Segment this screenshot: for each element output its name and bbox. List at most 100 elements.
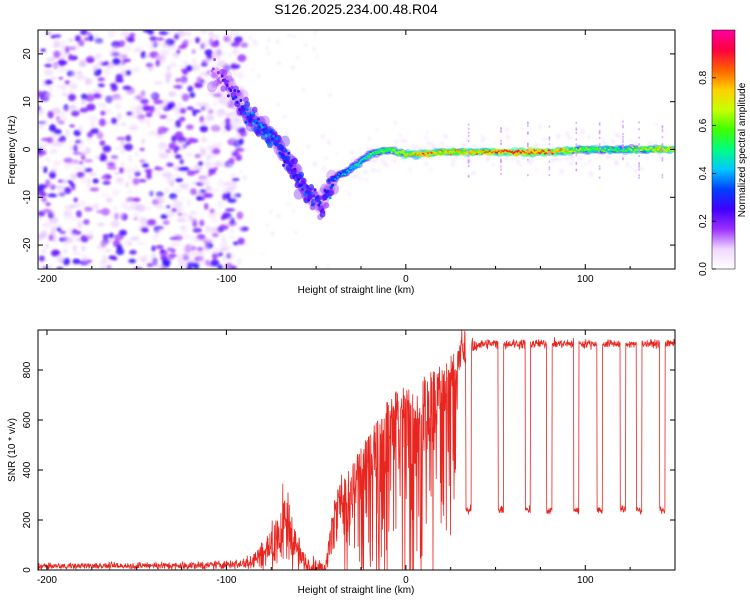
dropout-streak — [622, 157, 624, 160]
noise-blob — [194, 154, 201, 159]
noise-dot — [419, 147, 425, 151]
x-tick-label: 0 — [403, 575, 409, 586]
noise-blob — [207, 153, 217, 160]
noise-blob — [199, 119, 210, 126]
noise-blob — [155, 134, 165, 139]
noise-blob — [122, 58, 131, 63]
dropout-streak — [661, 128, 664, 131]
ridge-cell — [413, 152, 416, 154]
colorbar-gradient — [712, 30, 735, 269]
dropout-streak — [622, 135, 624, 138]
noise-dot — [375, 128, 379, 131]
noise-blob — [188, 257, 195, 264]
noise-blob — [218, 224, 229, 231]
noise-blob — [168, 91, 177, 97]
noise-blob — [236, 71, 245, 80]
dropout-streak — [548, 138, 551, 141]
ridge-cell — [629, 148, 632, 151]
ridge-cell — [280, 153, 284, 157]
ridge-cell — [625, 149, 628, 152]
noise-blob — [104, 61, 109, 65]
noise-blob — [72, 258, 81, 265]
noise-blob — [177, 167, 187, 171]
noise-blob — [199, 219, 205, 227]
ridge-cell — [608, 150, 613, 155]
noise-dot — [376, 169, 381, 173]
ridge-cell — [400, 151, 403, 154]
ridge-cell — [224, 80, 228, 84]
noise-blob — [133, 47, 142, 53]
noise-blob — [194, 191, 204, 197]
noise-blob — [92, 178, 99, 184]
ridge-cell — [216, 71, 220, 75]
noise-blob — [75, 210, 82, 218]
dropout-streak — [467, 140, 470, 143]
dropout-streak — [527, 150, 529, 153]
noise-blob — [70, 110, 80, 117]
dropout-streak — [598, 122, 601, 125]
noise-blob — [135, 204, 145, 212]
noise-dot — [571, 155, 575, 160]
noise-blob — [236, 211, 244, 220]
dropout-streak — [575, 169, 578, 172]
ridge-cell — [585, 146, 588, 149]
noise-blob — [62, 235, 69, 242]
dropout-streak — [548, 151, 551, 154]
noise-dot — [306, 145, 311, 148]
noise-blob — [172, 188, 183, 193]
ridge-cell — [278, 151, 282, 155]
ridge-cell — [244, 101, 251, 108]
noise-dot — [450, 145, 454, 149]
noise-blob — [230, 137, 235, 146]
noise-blob — [166, 205, 171, 209]
ridge-cell — [352, 166, 356, 169]
noise-blob — [185, 124, 194, 130]
dropout-streak — [467, 135, 470, 138]
ridge-cell — [617, 147, 621, 150]
noise-blob — [92, 203, 100, 211]
ridge-cell — [211, 67, 215, 71]
noise-blob — [100, 239, 107, 248]
ridge-cell — [571, 149, 574, 152]
noise-blob — [191, 49, 196, 54]
ridge-cell — [580, 147, 583, 149]
colorbar: 0.0 0.2 0.4 0.6 0.8 Normalized spectral ampl… — [698, 29, 748, 276]
noise-blob — [199, 189, 207, 193]
noise-blob — [122, 85, 132, 91]
noise-blob — [144, 168, 153, 174]
noise-dot — [504, 127, 509, 132]
ridge-cell — [279, 135, 291, 147]
noise-dot — [533, 168, 537, 171]
ridge-cell — [535, 149, 538, 152]
noise-dot — [326, 263, 330, 268]
noise-blob — [108, 232, 114, 239]
noise-blob — [199, 178, 207, 185]
x-tick-label: 100 — [577, 575, 594, 586]
dropout-streak — [500, 129, 502, 132]
noise-blob — [167, 177, 175, 186]
ridge-cell — [566, 148, 569, 151]
ridge-cell — [562, 147, 565, 150]
y-tick-label: 200 — [22, 511, 33, 528]
noise-blob — [213, 48, 221, 54]
ridge-cell — [421, 152, 425, 155]
noise-blob — [217, 96, 227, 105]
ridge-cell — [551, 152, 554, 155]
ridge-cell — [385, 148, 388, 150]
noise-dot — [580, 154, 584, 159]
ridge-cell — [346, 169, 349, 172]
noise-dot — [584, 150, 588, 156]
noise-dot — [643, 156, 650, 159]
dropout-streak — [622, 140, 624, 143]
ridge-cell — [263, 130, 267, 135]
noise-blob — [104, 108, 112, 115]
ridge-cell — [442, 148, 445, 151]
noise-blob — [189, 92, 196, 98]
ridge-cell — [260, 125, 264, 129]
noise-blob — [199, 148, 207, 157]
noise-blob — [141, 227, 148, 233]
dropout-streak — [598, 145, 601, 148]
noise-blob — [185, 141, 191, 146]
noise-blob — [38, 90, 43, 98]
